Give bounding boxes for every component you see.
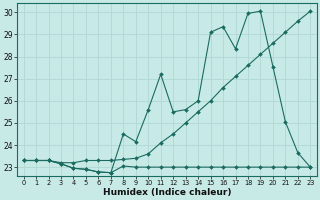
X-axis label: Humidex (Indice chaleur): Humidex (Indice chaleur) bbox=[103, 188, 231, 197]
